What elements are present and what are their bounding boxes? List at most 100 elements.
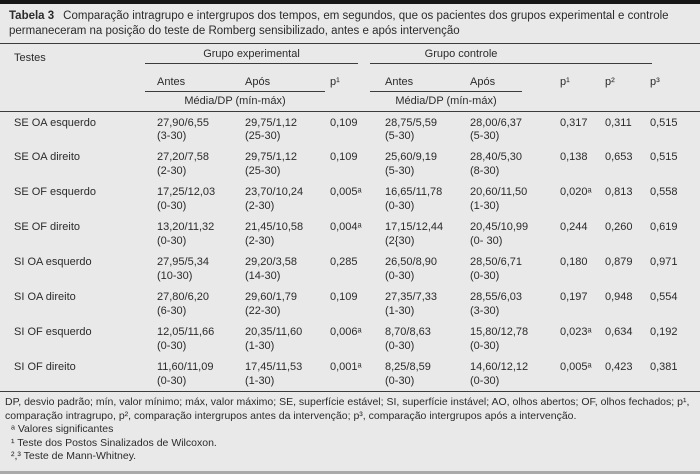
cell-ctrl-apos: 14,60/12,12 (0-30) — [470, 361, 529, 387]
cell-exp-antes: 27,95/5,34 (10-30) — [157, 256, 209, 282]
table-row: SI OA esquerdo 27,95/5,34 (10-30) 29,20/3,5… — [0, 251, 700, 286]
footnote-significance: ᵃ Valores significantes — [11, 423, 114, 435]
cell-ctrl-apos: 20,45/10,99 (0- 30) — [470, 221, 529, 247]
group-header-experimental: Grupo experimental — [145, 48, 358, 64]
row-label: SE OA esquerdo — [14, 116, 96, 129]
spacer-cell — [645, 91, 700, 112]
cell-p3: 0,515 — [650, 116, 678, 129]
cell-ctrl-apos: 28,50/6,71 (0-30) — [470, 256, 522, 282]
cell-p2: 0,948 — [605, 291, 633, 303]
footnotes: DP, desvio padrão; mín, valor mínimo; má… — [0, 392, 700, 464]
cell-ctrl-antes: 27,35/7,33 (1-30) — [385, 291, 437, 317]
caption-divider — [0, 43, 700, 44]
group-header-experimental-cell: Grupo experimental — [145, 44, 370, 67]
col-header-antes-exp: Antes — [157, 76, 186, 88]
cell-exp-apos: 21,45/10,58 (2-30) — [245, 221, 304, 247]
cell-p2: 0,311 — [605, 116, 632, 129]
cell-exp-apos: 29,20/3,58 (14-30) — [245, 256, 297, 282]
cell-p2: 0,813 — [605, 186, 633, 198]
cell-exp-antes: 27,80/6,20 (6-30) — [157, 291, 209, 317]
cell-p3: 0,971 — [650, 256, 678, 268]
row-label: SI OA esquerdo — [14, 256, 92, 268]
cell-exp-antes: 27,90/6,55 (3-30) — [157, 116, 209, 143]
footnote-mann-whitney: ²,³ Teste de Mann-Whitney. — [11, 450, 137, 462]
spacer-cell — [600, 91, 645, 112]
cell-p3: 0,554 — [650, 291, 678, 303]
col-header-antes-ctrl: Antes — [385, 76, 414, 88]
col-header-p2: p² — [605, 76, 615, 88]
cell-ctrl-apos: 28,40/5,30 (8-30) — [470, 151, 522, 177]
spacer-cell — [552, 91, 600, 112]
cell-p-intra-exp: 0,004ᵃ — [330, 221, 362, 233]
media-dp-experimental-cell: Média/DP (mín-máx) — [145, 91, 325, 112]
cell-p-intra-exp: 0,109 — [330, 116, 358, 129]
col-header-apos-exp: Após — [245, 76, 271, 88]
cell-p-intra-exp: 0,006ᵃ — [330, 326, 362, 338]
group-header-control: Grupo controle — [424, 48, 498, 60]
header-row-groups: Testes Grupo experimental Grupo controle — [0, 44, 700, 67]
col-header-p1: p¹ — [560, 76, 570, 88]
cell-ctrl-antes: 8,25/8,59 (0-30) — [385, 361, 431, 387]
col-header-p3: p³ — [650, 76, 660, 88]
row-label: SI OF esquerdo — [14, 326, 92, 338]
col-header-apos-ctrl: Após — [470, 76, 496, 88]
table-row: SE OA esquerdo 27,90/6,55 (3-30) 29,75/1,12… — [0, 111, 700, 146]
cell-p1: 0,023ᵃ — [560, 326, 592, 338]
cell-p2: 0,260 — [605, 221, 633, 233]
cell-ctrl-apos: 28,00/6,37 (5-30) — [470, 116, 522, 143]
row-label: SI OA direito — [14, 291, 76, 303]
cell-p1: 0,180 — [560, 256, 588, 268]
row-label: SE OA direito — [14, 151, 81, 163]
cell-p2: 0,634 — [605, 326, 633, 338]
cell-ctrl-antes: 25,60/9,19 (5-30) — [385, 151, 437, 177]
spacer-cell — [325, 91, 370, 112]
table-row: SE OF direito 13,20/11,32 (0-30) 21,45/10,5… — [0, 216, 700, 251]
cell-p1: 0,005ᵃ — [560, 361, 592, 373]
bottom-rule-divider — [0, 471, 700, 474]
cell-exp-apos: 29,75/1,12 (25-30) — [245, 151, 297, 177]
cell-exp-apos: 29,60/1,79 (22-30) — [245, 291, 297, 317]
cell-exp-antes: 27,20/7,58 (2-30) — [157, 151, 209, 177]
cell-p1: 0,197 — [560, 291, 588, 303]
cell-p3: 0,558 — [650, 186, 678, 198]
cell-p2: 0,653 — [605, 151, 633, 163]
cell-p3: 0,192 — [650, 326, 678, 338]
cell-p-intra-exp: 0,005ᵃ — [330, 186, 362, 198]
cell-ctrl-apos: 20,60/11,50 (1-30) — [470, 186, 528, 212]
table-row: SI OF direito 11,60/11,09 (0-30) 17,45/11,5… — [0, 356, 700, 391]
cell-exp-antes: 13,20/11,32 (0-30) — [157, 221, 215, 247]
col-header-p-intra-exp: p¹ — [330, 76, 340, 88]
romberg-results-table: Testes Grupo experimental Grupo controle… — [0, 44, 700, 391]
cell-p3: 0,515 — [650, 151, 678, 163]
row-label: SE OF direito — [14, 221, 81, 233]
table-header: Testes Grupo experimental Grupo controle… — [0, 44, 700, 112]
cell-p3: 0,619 — [650, 221, 678, 233]
cell-exp-antes: 17,25/12,03 (0-30) — [157, 186, 216, 212]
top-rule-divider — [0, 0, 700, 4]
cell-p-intra-exp: 0,109 — [330, 291, 358, 303]
cell-p-intra-exp: 0,285 — [330, 256, 358, 268]
cell-ctrl-apos: 28,55/6,03 (3-30) — [470, 291, 522, 317]
header-row-columns: Antes Após p¹ Antes Após p¹ p² p³ — [0, 67, 700, 91]
footnote-wilcoxon: ¹ Teste dos Postos Sinalizados de Wilcox… — [11, 436, 217, 449]
cell-p-intra-exp: 0,109 — [330, 151, 358, 163]
media-dp-experimental: Média/DP (mín-máx) — [145, 91, 325, 107]
spacer-cell — [0, 67, 145, 91]
table-row: SI OA direito 27,80/6,20 (6-30) 29,60/1,79(… — [0, 286, 700, 321]
row-label: SI OF direito — [14, 361, 76, 373]
col-header-tests: Testes — [14, 52, 46, 64]
cell-p1: 0,317 — [560, 116, 588, 129]
cell-ctrl-antes: 28,75/5,59 (5-30) — [385, 116, 437, 143]
cell-exp-antes: 12,05/11,66 (0-30) — [157, 326, 215, 352]
cell-p3: 0,381 — [650, 361, 678, 373]
cell-ctrl-antes: 17,15/12,44 (2{30) — [385, 221, 444, 247]
cell-exp-antes: 11,60/11,09 (0-30) — [157, 361, 214, 387]
table-caption: Tabela 3 Comparação intragrupo e intergru… — [0, 4, 700, 38]
row-label: SE OF esquerdo — [14, 186, 96, 198]
table-row: SE OF esquerdo 17,25/12,03 (0-30) 23,70/10,… — [0, 181, 700, 216]
cell-exp-apos: 23,70/10,24 (2-30) — [245, 186, 304, 212]
cell-p1: 0,244 — [560, 221, 588, 233]
table-row: SI OF esquerdo 12,05/11,66 (0-30) 20,35/11,… — [0, 321, 700, 356]
cell-exp-apos: 20,35/11,60 (1-30) — [245, 326, 303, 352]
